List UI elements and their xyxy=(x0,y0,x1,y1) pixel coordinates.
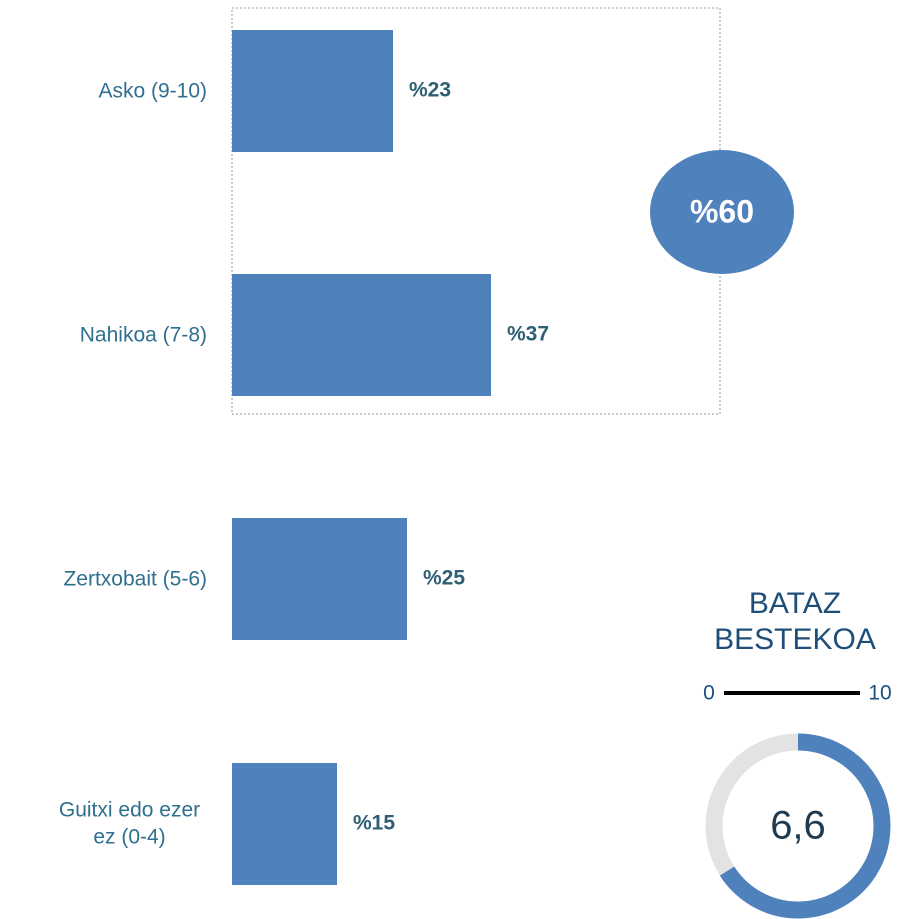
category-label: Guitxi edo ezer ez (0-4) xyxy=(58,798,201,849)
scale-max: 10 xyxy=(868,682,891,705)
scale-min: 0 xyxy=(703,682,715,705)
bar xyxy=(232,30,393,152)
group-box xyxy=(231,7,721,415)
value-label: %37 xyxy=(507,323,549,346)
average-title: BATAZ BESTEKOA xyxy=(714,587,876,656)
value-label: %25 xyxy=(423,567,465,590)
category-label: Nahikoa (7-8) xyxy=(79,323,207,347)
category-label: Zertxobait (5-6) xyxy=(63,567,207,591)
group-total-bubble xyxy=(650,150,794,274)
group-total-label: %60 xyxy=(690,193,754,229)
bar xyxy=(232,518,407,640)
donut-arc xyxy=(719,733,891,919)
average-value: 6,6 xyxy=(770,804,826,848)
bar xyxy=(232,763,337,885)
value-label: %23 xyxy=(409,79,451,102)
category-label: Asko (9-10) xyxy=(98,79,207,103)
value-label: %15 xyxy=(353,812,395,835)
bar xyxy=(232,274,491,396)
